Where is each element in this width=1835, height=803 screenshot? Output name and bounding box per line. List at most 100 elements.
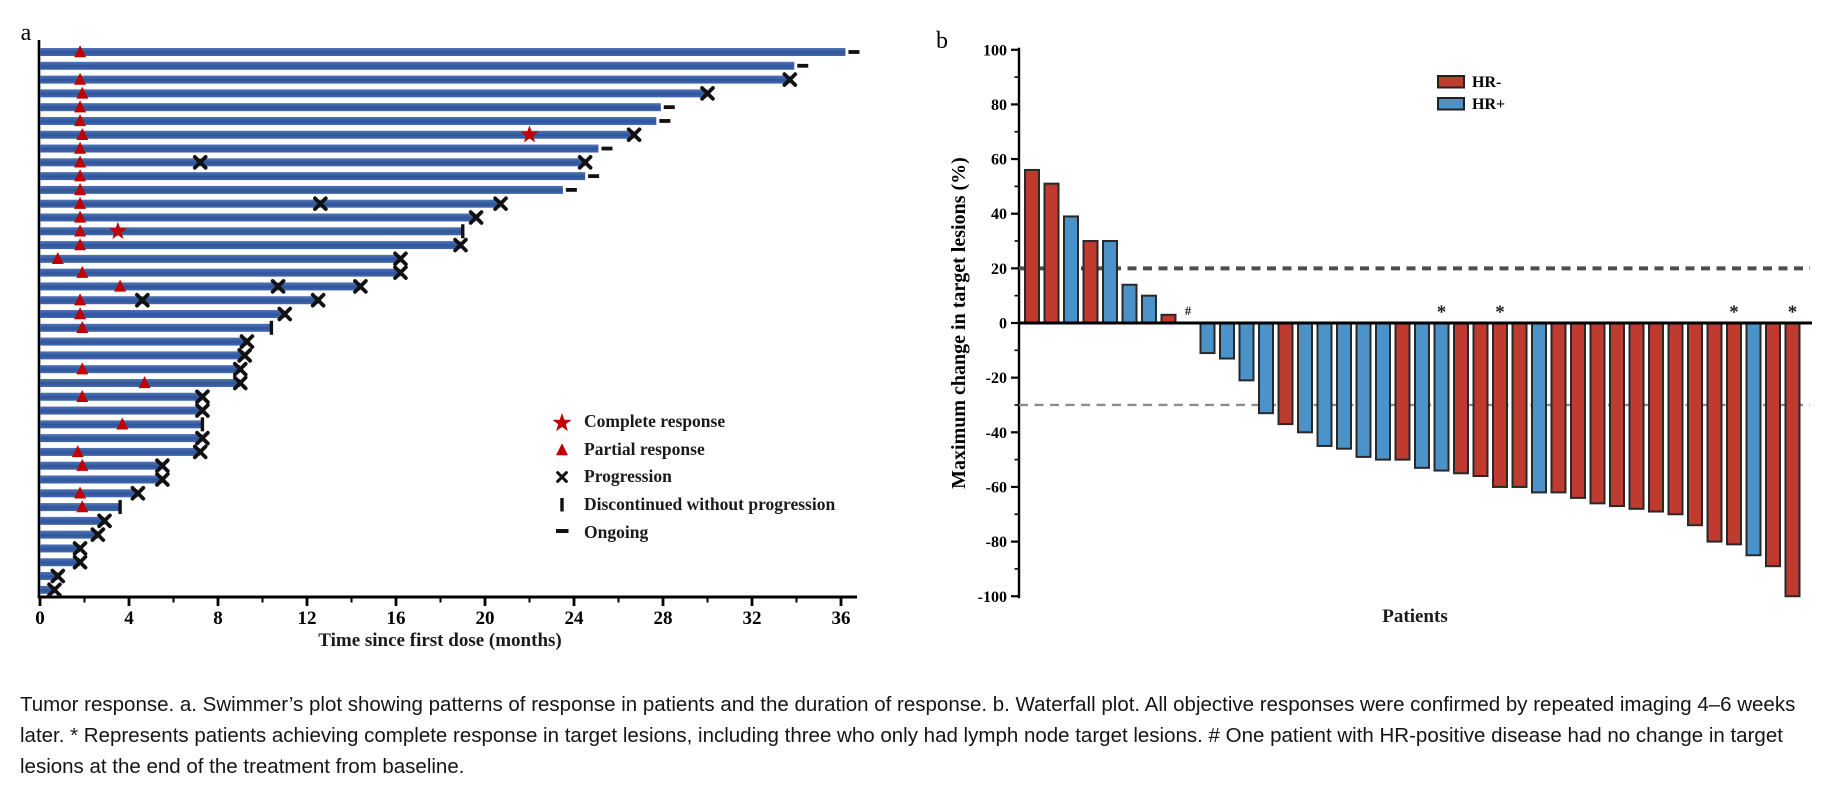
swimmer-row — [40, 251, 408, 267]
swimmer-row — [40, 306, 293, 322]
legend-swatch — [1437, 97, 1465, 111]
waterfall-bar-hr+ — [1414, 322, 1430, 469]
progression-marker — [47, 582, 62, 598]
waterfall-bar-hr+ — [1355, 322, 1372, 458]
swimmer-row — [40, 582, 62, 598]
progression-marker — [135, 292, 150, 308]
partial-response-marker — [74, 293, 87, 306]
progression-marker — [453, 237, 468, 253]
progression-marker — [277, 306, 293, 322]
panel-a-x-axis-title: Time since first dose (months) — [318, 630, 561, 651]
progression-marker — [577, 155, 593, 170]
swimmer-row — [40, 375, 248, 391]
panel-a-label: a — [21, 20, 32, 46]
complete-response-asterisk: * — [1729, 302, 1739, 323]
waterfall-bar-hr+ — [1238, 322, 1255, 382]
progression-marker — [353, 279, 368, 294]
legend-label: Ongoing — [584, 522, 648, 542]
panel-b-y-axis-title: Maximum change in target lesions (%) — [948, 157, 970, 489]
progression-marker — [232, 375, 248, 391]
swimmer-bar — [40, 447, 201, 456]
ongoing-marker — [797, 63, 809, 68]
complete-response-marker — [108, 221, 127, 239]
y-tick-label: -60 — [986, 479, 1007, 496]
swimmer-bar — [40, 392, 203, 401]
waterfall-bar-hr+ — [1297, 322, 1313, 434]
waterfall-bar-hr- — [1765, 322, 1781, 568]
waterfall-bar-hr- — [1277, 322, 1294, 426]
x-tick-label: 32 — [743, 608, 762, 629]
partial-response-marker — [74, 224, 87, 237]
partial-response-marker — [74, 486, 87, 499]
progression-marker — [239, 334, 255, 349]
waterfall-bar-hr- — [1687, 322, 1703, 527]
swimmer-row — [40, 86, 715, 101]
swimmer-bar — [40, 572, 58, 581]
swimmer-row — [40, 361, 248, 377]
swimmer-row — [40, 45, 860, 58]
progression-marker — [195, 430, 210, 446]
swimmer-bar — [40, 48, 846, 56]
swimmer-row — [40, 403, 210, 418]
complete-response-asterisk: * — [1495, 302, 1505, 323]
progression-marker — [393, 251, 408, 267]
legend-item-cross: Progression — [556, 466, 672, 486]
swimmer-row — [40, 237, 468, 253]
swimmer-row — [40, 183, 577, 196]
waterfall-bar-hr+ — [1258, 322, 1274, 415]
progression-marker — [237, 348, 253, 363]
swimmer-bar — [40, 530, 98, 539]
swimmer-bar — [40, 158, 586, 167]
swimmer-bar — [40, 296, 319, 305]
x-tick-label: 8 — [213, 608, 223, 629]
waterfall-bar-hr+ — [1375, 322, 1391, 461]
panel-b-x-axis-title: Patients — [1382, 606, 1447, 627]
swimmer-bar — [40, 365, 241, 374]
progression-marker — [155, 472, 170, 487]
progression-marker — [192, 444, 208, 460]
x-tick-label: 36 — [832, 608, 851, 629]
swimmer-row — [40, 155, 593, 170]
progression-marker — [313, 196, 328, 211]
progression-marker — [782, 72, 798, 87]
waterfall-bar-hr+ — [1745, 322, 1762, 557]
swimmer-row — [40, 265, 408, 280]
swimmer-row — [40, 348, 253, 363]
progression-marker — [626, 127, 642, 143]
tumor-response-figure: a 0 4 8 12 16 20 24 28 32 36 Time since first dose … — [21, 20, 1812, 651]
y-tick-label: 80 — [991, 97, 1007, 114]
swimmer-row — [40, 210, 484, 225]
swimmer-bar — [40, 351, 245, 360]
swimmer-bar — [40, 406, 203, 415]
y-tick-label: -100 — [978, 589, 1007, 606]
complete-response-marker — [520, 125, 539, 143]
partial-response-marker — [556, 443, 568, 456]
swimmer-bar — [40, 144, 599, 153]
partial-response-marker — [76, 265, 89, 278]
swimmer-row — [40, 114, 671, 127]
swimmer-bar — [40, 310, 285, 319]
discontinued-icon — [560, 498, 564, 512]
swimmer-bar — [40, 544, 81, 553]
legend-item-hr-: HR- — [1437, 74, 1501, 91]
waterfall-bar-hr- — [1492, 322, 1508, 488]
waterfall-bar-hr- — [1043, 182, 1060, 324]
swimmer-bar — [40, 378, 241, 387]
ongoing-marker — [659, 119, 671, 123]
swimmer-bar — [40, 103, 661, 112]
legend-item-star: Complete response — [552, 411, 725, 432]
discontinued-marker — [269, 320, 274, 335]
x-tick-label: 4 — [124, 608, 134, 629]
swimmer-row — [40, 196, 508, 211]
swimmer-row — [40, 389, 210, 405]
waterfall-bar-hr+ — [1433, 322, 1450, 472]
ongoing-marker — [588, 174, 600, 179]
partial-response-marker — [74, 155, 87, 168]
ongoing-icon — [556, 529, 569, 533]
progression-marker — [130, 485, 146, 501]
swimmer-row — [40, 444, 208, 460]
swimmer-bar — [40, 282, 361, 291]
partial-response-marker — [76, 86, 89, 99]
partial-response-marker — [138, 376, 151, 389]
